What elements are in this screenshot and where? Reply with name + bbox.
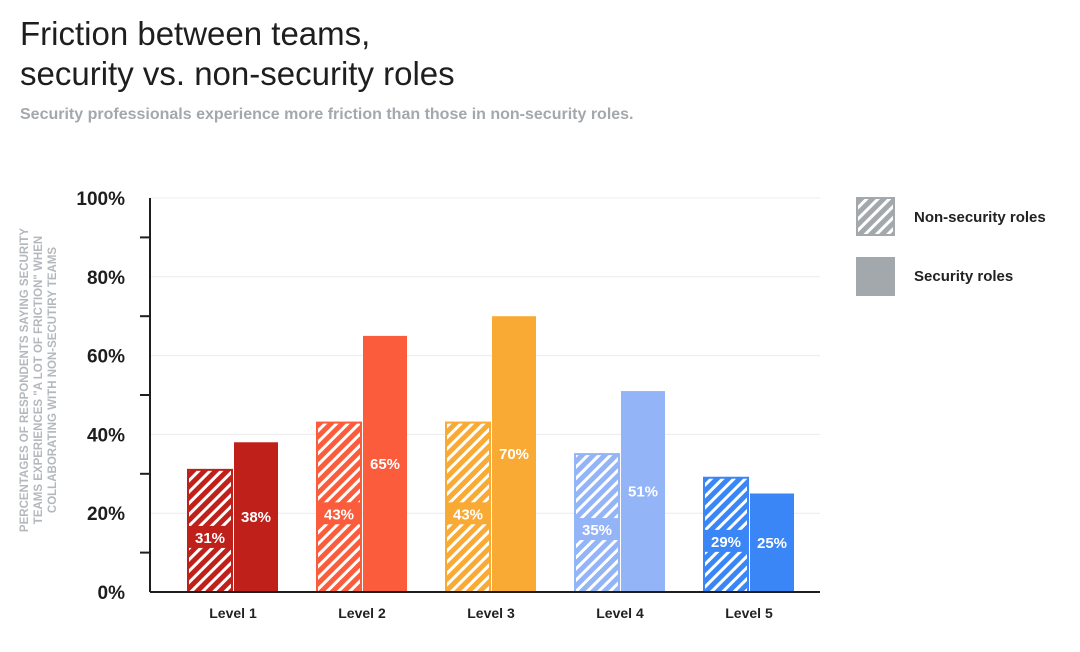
bar-label-band (188, 525, 232, 548)
data-label: 70% (499, 446, 529, 463)
bar-label-band (575, 518, 619, 541)
y-axis-label: PERCENTAGES OF RESPONDENTS SAYING SECURI… (19, 228, 31, 532)
x-tick-label: Level 3 (467, 605, 515, 621)
bar-label-band (317, 502, 361, 525)
data-label: 65% (370, 456, 400, 473)
y-axis-label: TEAMS EXPERIENCES "A LOT OF FRICTION" WH… (33, 236, 45, 524)
data-label: 35% (582, 522, 612, 539)
legend-swatch-hatched (856, 197, 895, 236)
legend-swatch-solid (856, 257, 895, 296)
bar-label-band (704, 529, 748, 552)
bar-security (750, 493, 794, 592)
bar-label-band (446, 502, 490, 525)
data-label: 43% (324, 506, 354, 523)
bar-security (363, 335, 407, 592)
data-label: 38% (241, 509, 271, 526)
y-axis-label: COLLABORATING WITH NON-SECUTIRY TEAMS (47, 247, 59, 514)
data-label: 31% (195, 530, 225, 547)
chart-subtitle: Security professionals experience more f… (20, 106, 634, 123)
data-label: 29% (711, 534, 741, 551)
data-label: 25% (757, 535, 787, 552)
x-tick-label: Level 5 (725, 605, 773, 621)
y-tick-label: 0% (98, 583, 126, 604)
data-label: 51% (628, 484, 658, 501)
bar-security (492, 316, 536, 592)
bar-security (234, 442, 278, 592)
y-tick-label: 40% (87, 425, 125, 446)
bar-security (621, 391, 665, 592)
x-tick-label: Level 4 (596, 605, 644, 621)
x-tick-label: Level 1 (209, 605, 257, 621)
y-tick-label: 20% (87, 504, 125, 525)
legend-label: Non-security roles (914, 209, 1046, 226)
y-tick-label: 100% (76, 189, 125, 210)
data-label: 43% (453, 506, 483, 523)
legend-label: Security roles (914, 268, 1013, 285)
y-tick-label: 60% (87, 347, 125, 368)
y-tick-label: 80% (87, 268, 125, 289)
chart-title: Friction between teams, security vs. non… (20, 15, 455, 92)
x-tick-label: Level 2 (338, 605, 386, 621)
